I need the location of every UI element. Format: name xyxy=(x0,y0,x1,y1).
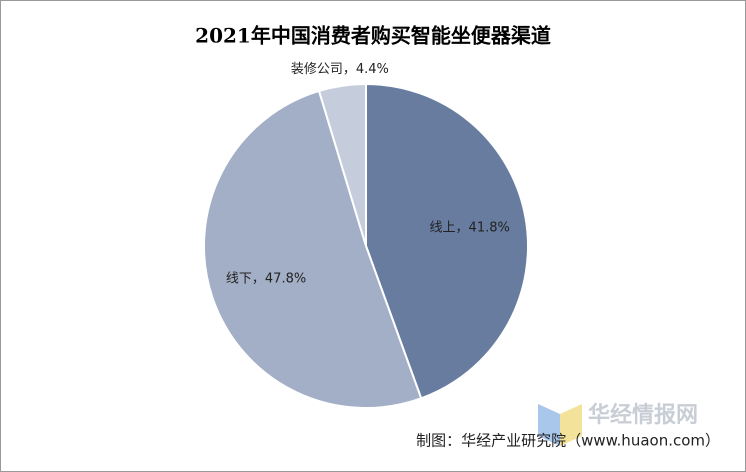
watermark-icon xyxy=(538,404,582,446)
pie-slice xyxy=(365,82,529,400)
chart-title: 2021年中国消费者购买智能坐便器渠道 xyxy=(195,24,551,48)
pie-slice xyxy=(203,89,423,409)
data-label: 线上，41.8% xyxy=(430,220,510,235)
source: 制图：华经产业研究院（www.huaon.com） xyxy=(416,432,720,450)
pie-slice xyxy=(317,82,367,247)
watermark: 华经情报网 xyxy=(588,402,698,428)
data-label: 装修公司，4.4% xyxy=(291,62,389,77)
data-label: 线下，47.8% xyxy=(226,272,306,287)
